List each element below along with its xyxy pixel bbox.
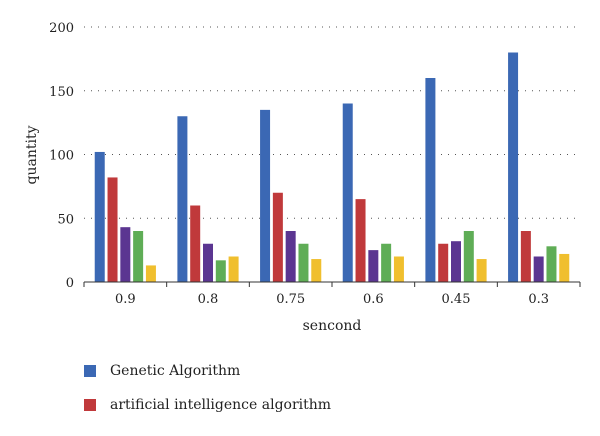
bar-0.3-series-5	[559, 253, 570, 282]
x-tick-label: 0.45	[442, 292, 471, 307]
y-tick-label: 0	[66, 276, 74, 291]
bar-0.75-series-5	[311, 259, 322, 282]
legend-swatch	[84, 399, 96, 411]
x-tick-labels: 0.9 0.8 0.75 0.6 0.45 0.3	[115, 292, 549, 307]
y-axis-label: quantity	[24, 125, 40, 184]
legend-label: artificial intelligence algorithm	[110, 397, 332, 413]
bar-0.45-series-2	[438, 243, 449, 282]
x-axis-label: sencond	[303, 318, 362, 334]
bar-0.6-series-5	[393, 256, 404, 282]
bar-0.75-series-3	[285, 231, 296, 282]
bar-0.9-series-2	[107, 177, 118, 282]
x-tick-label: 0.9	[115, 292, 136, 307]
y-tick-label: 150	[49, 85, 74, 100]
bar-0.9-series-5	[145, 265, 156, 282]
bar-0.3-series-2	[520, 231, 531, 282]
legend-swatch	[84, 365, 96, 377]
y-tick-label: 200	[49, 21, 74, 36]
bar-0.6-series-4	[381, 243, 392, 282]
bar-0.75-series-4	[298, 243, 309, 282]
x-tick-label: 0.8	[198, 292, 219, 307]
bar-0.8-series-5	[228, 256, 239, 282]
bar-0.9-series-3	[120, 227, 131, 282]
x-tick-label: 0.75	[276, 292, 305, 307]
bar-0.6-series-3	[368, 250, 379, 282]
x-tick-label: 0.3	[528, 292, 549, 307]
bar-0.8-series-3	[203, 243, 213, 282]
bar-0.75-series-2	[272, 192, 283, 282]
bar-0.75-series-1	[260, 109, 271, 282]
bar-0.6-series-1	[342, 103, 353, 282]
bar-0.3-series-3	[533, 256, 544, 282]
axes	[83, 281, 581, 287]
legend-label: Genetic Algorithm	[110, 363, 241, 379]
bar-0.45-series-5	[476, 259, 487, 282]
bar-0.45-series-4	[463, 231, 474, 282]
bar-0.6-series-2	[355, 199, 366, 282]
y-tick-label: 50	[57, 212, 74, 227]
x-tick-label: 0.6	[363, 292, 384, 307]
gridlines	[84, 26, 580, 219]
legend: Genetic Algorithm artificial intelligenc…	[84, 362, 331, 430]
bar-0.8-series-4	[215, 260, 226, 282]
bar-0.3-series-4	[546, 246, 557, 282]
bar-0.8-series-2	[190, 205, 201, 282]
bar-0.3-series-1	[508, 52, 519, 282]
bar-0.9-series-4	[133, 231, 144, 282]
y-tick-labels: 0 50 100 150 200	[49, 21, 74, 291]
bars	[94, 52, 570, 282]
bar-0.8-series-1	[177, 116, 188, 282]
bar-0.9-series-1	[94, 151, 105, 282]
legend-item-ai-algorithm: artificial intelligence algorithm	[84, 396, 331, 414]
legend-item-genetic-algorithm: Genetic Algorithm	[84, 362, 331, 380]
y-tick-label: 100	[49, 149, 74, 164]
bar-0.45-series-1	[425, 78, 436, 282]
bar-0.45-series-3	[451, 241, 461, 282]
